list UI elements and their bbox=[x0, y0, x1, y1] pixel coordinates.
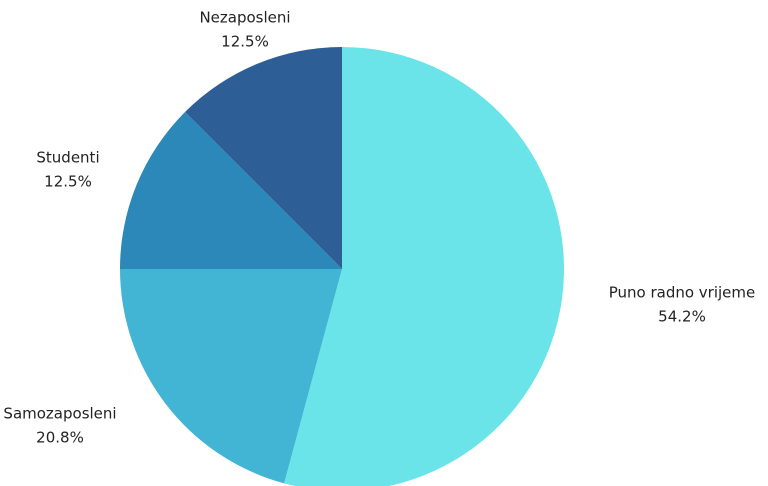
slice-label: Puno radno vrijeme bbox=[609, 284, 756, 302]
slice-label: Nezaposleni bbox=[199, 9, 290, 27]
slice-value-label: 54.2% bbox=[658, 308, 706, 326]
slice-label: Studenti bbox=[36, 149, 99, 167]
slice-value-label: 12.5% bbox=[221, 33, 269, 51]
slice-label: Samozaposleni bbox=[3, 405, 116, 423]
pie-slice bbox=[185, 47, 342, 269]
slice-value-label: 20.8% bbox=[36, 429, 84, 447]
slice-value-label: 12.5% bbox=[44, 173, 92, 191]
pie-slice bbox=[120, 112, 342, 269]
pie-slice bbox=[284, 47, 564, 486]
pie-slice bbox=[120, 269, 342, 484]
